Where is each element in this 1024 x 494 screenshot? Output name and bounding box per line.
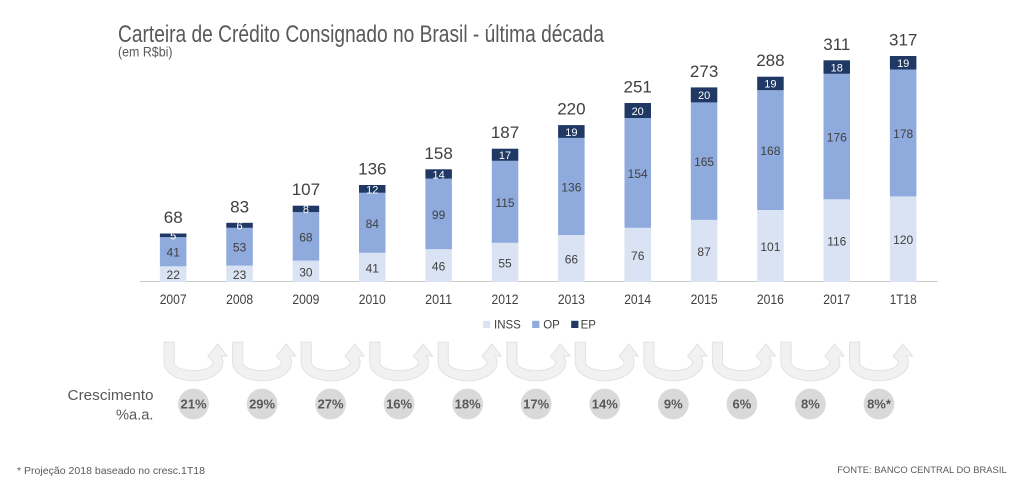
svg-text:87: 87 [697,245,711,259]
svg-text:176: 176 [827,131,847,145]
svg-text:317: 317 [889,31,917,50]
svg-text:158: 158 [424,144,452,163]
svg-text:20: 20 [632,106,644,118]
svg-text:2017: 2017 [823,291,850,307]
svg-text:107: 107 [292,180,320,199]
svg-text:220: 220 [557,100,585,119]
svg-text:6%: 6% [733,397,752,412]
svg-text:23: 23 [233,268,247,282]
svg-text:165: 165 [694,155,714,169]
svg-text:120: 120 [893,233,913,247]
svg-text:29%: 29% [249,397,275,412]
svg-text:84: 84 [366,217,380,231]
svg-text:Carteira de Crédito Consignado: Carteira de Crédito Consignado no Brasil… [118,21,605,48]
svg-text:116: 116 [827,235,846,249]
svg-text:19: 19 [565,127,577,139]
svg-text:99: 99 [432,208,446,222]
svg-text:22: 22 [167,268,181,282]
svg-text:18: 18 [831,62,843,74]
svg-text:8: 8 [303,204,309,216]
svg-text:INSS: INSS [494,319,521,331]
svg-text:178: 178 [893,127,913,141]
svg-text:273: 273 [690,62,718,81]
svg-text:288: 288 [756,51,784,70]
svg-text:41: 41 [167,246,181,260]
svg-text:8%: 8% [801,397,820,412]
svg-text:EP: EP [581,319,597,331]
svg-text:8%*: 8%* [867,397,892,412]
svg-text:18%: 18% [455,397,481,412]
svg-text:2007: 2007 [160,291,187,307]
svg-text:30: 30 [299,265,313,279]
svg-text:14%: 14% [592,397,618,412]
svg-text:41: 41 [366,261,380,275]
svg-text:83: 83 [230,197,249,216]
svg-text:5: 5 [170,231,176,243]
svg-text:21%: 21% [180,397,206,412]
svg-text:19: 19 [764,79,776,91]
svg-text:251: 251 [624,78,652,97]
svg-text:2015: 2015 [691,291,718,307]
svg-text:187: 187 [491,123,519,142]
svg-text:19: 19 [897,58,909,70]
svg-text:136: 136 [561,181,581,195]
svg-text:2014: 2014 [624,291,651,307]
svg-text:154: 154 [628,167,648,181]
svg-text:76: 76 [631,249,645,263]
svg-text:168: 168 [760,144,780,158]
svg-text:136: 136 [358,160,386,179]
svg-text:Crescimento: Crescimento [68,387,154,404]
svg-text:115: 115 [495,196,514,210]
svg-text:(em R$bi): (em R$bi) [118,44,173,60]
svg-text:2010: 2010 [359,291,386,307]
svg-text:14: 14 [432,169,444,181]
svg-text:68: 68 [164,208,183,227]
svg-text:2012: 2012 [492,291,519,307]
svg-text:FONTE: BANCO CENTRAL DO BRASIL: FONTE: BANCO CENTRAL DO BRASIL [837,465,1007,476]
svg-text:17: 17 [499,150,511,162]
svg-text:2016: 2016 [757,291,784,307]
svg-text:46: 46 [432,260,446,274]
svg-text:2008: 2008 [226,291,253,307]
svg-text:16%: 16% [386,397,412,412]
svg-text:%a.a.: %a.a. [116,407,154,424]
svg-text:55: 55 [498,256,512,270]
svg-text:53: 53 [233,241,247,255]
svg-text:2009: 2009 [292,291,319,307]
svg-text:9%: 9% [664,397,683,412]
svg-text:311: 311 [823,35,850,54]
svg-text:6: 6 [237,221,243,233]
svg-text:1T18: 1T18 [890,291,917,307]
svg-text:2011: 2011 [425,291,452,307]
svg-text:27%: 27% [318,397,344,412]
svg-text:12: 12 [366,184,378,196]
svg-text:66: 66 [565,253,579,267]
svg-text:OP: OP [543,319,560,331]
svg-text:2013: 2013 [558,291,585,307]
svg-text:* Projeção 2018 baseado no cre: * Projeção 2018 baseado no cresc.1T18 [17,465,205,477]
svg-text:17%: 17% [523,397,549,412]
svg-text:20: 20 [698,90,710,102]
svg-text:101: 101 [760,240,780,254]
svg-text:68: 68 [299,230,313,244]
